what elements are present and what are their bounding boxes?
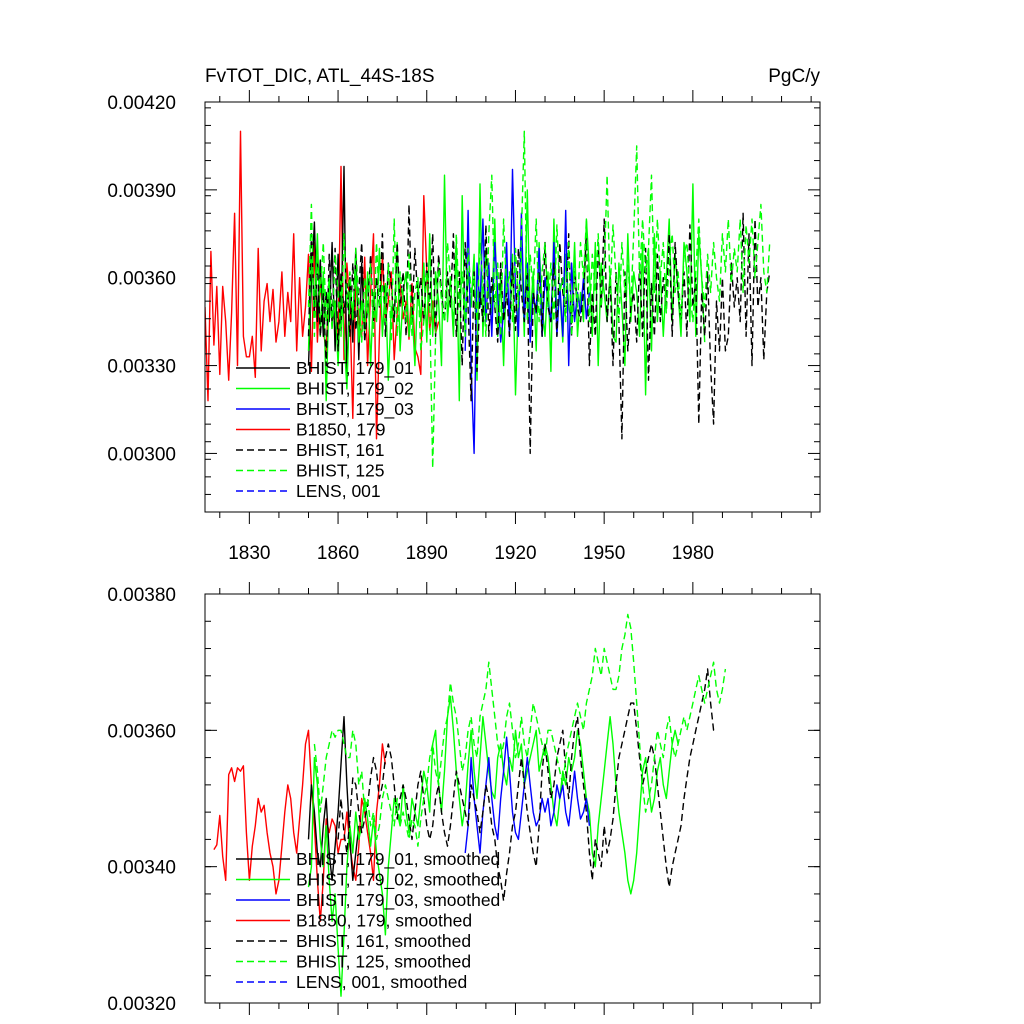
y-tick-label: 0.00320 bbox=[107, 994, 176, 1015]
legend-label: B1850, 179 bbox=[296, 420, 386, 440]
bottom-panel: 0.00320 0.00340 0.00360 0.00380 BHIST, 179_0… bbox=[107, 582, 821, 1015]
plot-area bbox=[213, 613, 727, 997]
x-tick-label: 1830 bbox=[228, 543, 270, 564]
legend-label: LENS, 001, smoothed bbox=[296, 972, 467, 992]
legend-label: BHIST, 125 bbox=[296, 461, 385, 481]
series-line-bhist-179-03 bbox=[464, 168, 591, 455]
series-line-bhist-125 bbox=[307, 130, 771, 469]
legend-label: BHIST, 125, smoothed bbox=[296, 952, 471, 972]
legend-label: LENS, 001 bbox=[296, 481, 381, 501]
series-line-bhist-179-03-smoothed bbox=[464, 736, 591, 854]
y-tick-label: 0.00360 bbox=[107, 269, 176, 290]
x-tick-label: 1980 bbox=[672, 543, 714, 564]
x-tick-label: 1950 bbox=[583, 543, 625, 564]
chart-units-label: PgC/y bbox=[768, 66, 820, 87]
legend-label: BHIST, 179_02, smoothed bbox=[296, 870, 500, 891]
series-line-bhist-161 bbox=[307, 203, 771, 455]
plot-frame bbox=[204, 593, 821, 1004]
series-line-bhist-161-smoothed bbox=[337, 668, 717, 902]
x-tick-label: 1920 bbox=[494, 543, 536, 564]
y-tick-label: 0.00330 bbox=[107, 357, 176, 378]
legend-label: BHIST, 179_03, smoothed bbox=[296, 890, 500, 911]
y-tick-label: 0.00390 bbox=[107, 181, 176, 202]
series-line-b1850-179-smoothed bbox=[213, 729, 387, 922]
chart-title-left: FvTOT_DIC, ATL_44S-18S bbox=[205, 66, 435, 87]
top-panel: 1830 1860 1890 1920 1950 1980 0.00300 0.00330 0.… bbox=[107, 66, 821, 564]
x-tick-label: 1890 bbox=[406, 543, 448, 564]
legend-label: BHIST, 179_02 bbox=[296, 379, 414, 400]
series-line-bhist-179-01-smoothed bbox=[307, 716, 360, 881]
plot-frame bbox=[204, 101, 821, 513]
y-tick-label: 0.00360 bbox=[107, 721, 176, 742]
series-line-bhist-179-02-smoothed bbox=[307, 695, 679, 997]
y-tick-label: 0.00420 bbox=[107, 93, 176, 114]
y-tick-label: 0.00300 bbox=[107, 444, 176, 465]
x-tick-label: 1860 bbox=[317, 543, 359, 564]
y-tick-label: 0.00340 bbox=[107, 858, 176, 879]
legend-label: BHIST, 179_01 bbox=[296, 358, 414, 379]
y-tick-label: 0.00380 bbox=[107, 585, 176, 606]
plot-area bbox=[205, 130, 771, 469]
legend-label: BHIST, 179_03 bbox=[296, 399, 414, 420]
legend-label: BHIST, 161, smoothed bbox=[296, 931, 471, 951]
legend-label: BHIST, 161 bbox=[296, 440, 385, 460]
series-line-bhist-125-smoothed bbox=[313, 613, 727, 847]
legend-label: BHIST, 179_01, smoothed bbox=[296, 849, 500, 870]
legend-label: B1850, 179, smoothed bbox=[296, 911, 472, 931]
